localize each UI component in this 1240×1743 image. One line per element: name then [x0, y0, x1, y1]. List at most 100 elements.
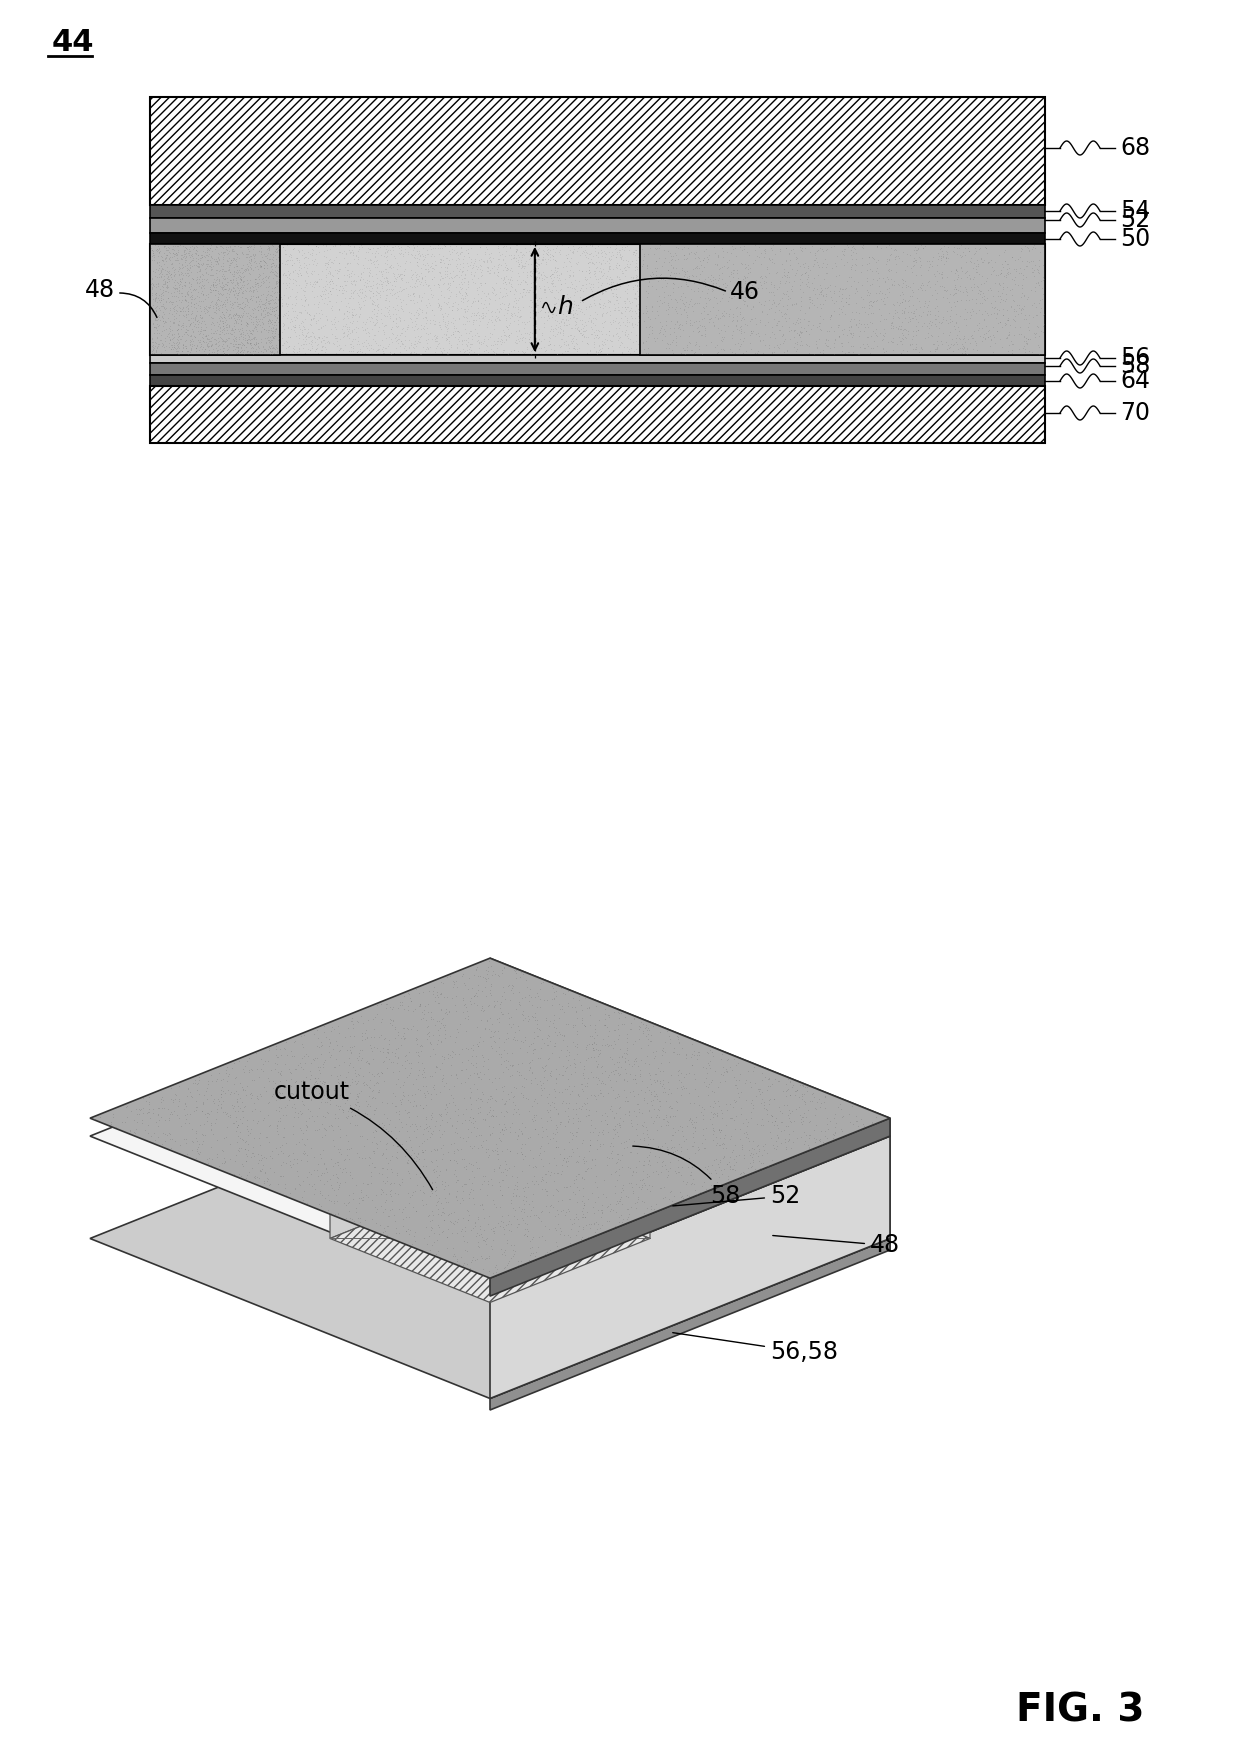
Point: [267, 261, 286, 289]
Point: [334, 261, 353, 289]
Point: [185, 275, 205, 303]
Point: [329, 307, 348, 335]
Point: [515, 1004, 534, 1032]
Point: [224, 305, 244, 333]
Point: [414, 1224, 434, 1251]
Point: [346, 272, 366, 300]
Point: [735, 288, 755, 315]
Point: [242, 1055, 262, 1082]
Point: [315, 284, 335, 312]
Point: [533, 279, 553, 307]
Point: [184, 234, 203, 261]
Point: [642, 319, 662, 347]
Point: [707, 1129, 727, 1157]
Point: [417, 241, 436, 268]
Point: [704, 312, 724, 340]
Point: [384, 338, 404, 366]
Point: [854, 293, 874, 321]
Point: [609, 296, 629, 324]
Point: [785, 261, 805, 289]
Point: [525, 1170, 544, 1197]
Point: [148, 235, 167, 263]
Point: [185, 1067, 205, 1095]
Point: [386, 1039, 405, 1067]
Point: [347, 1112, 367, 1140]
Point: [650, 261, 670, 289]
Point: [583, 1034, 603, 1061]
Point: [219, 253, 239, 281]
Point: [231, 268, 250, 296]
Point: [584, 1081, 604, 1109]
Point: [396, 1025, 415, 1053]
Point: [536, 248, 556, 275]
Point: [826, 288, 846, 315]
Point: [981, 326, 1001, 354]
Point: [538, 1129, 558, 1157]
Point: [167, 340, 187, 368]
Point: [479, 253, 498, 281]
Point: [712, 265, 732, 293]
Point: [394, 326, 414, 354]
Point: [952, 242, 972, 270]
Point: [157, 237, 177, 265]
Point: [636, 1013, 656, 1041]
Point: [378, 1035, 398, 1063]
Point: [461, 326, 481, 354]
Point: [539, 1091, 559, 1119]
Point: [250, 253, 270, 281]
Point: [265, 241, 285, 268]
Point: [709, 1116, 729, 1143]
Point: [150, 319, 170, 347]
Point: [754, 1095, 774, 1122]
Point: [580, 239, 600, 267]
Point: [358, 319, 378, 347]
Point: [329, 277, 348, 305]
Point: [517, 1124, 537, 1152]
Point: [417, 1020, 436, 1048]
Point: [888, 315, 908, 343]
Point: [642, 314, 662, 342]
Point: [347, 338, 367, 366]
Point: [558, 978, 578, 1006]
Point: [303, 239, 322, 267]
Point: [213, 336, 233, 364]
Point: [248, 1107, 268, 1135]
Point: [502, 1109, 522, 1136]
Point: [262, 314, 281, 342]
Point: [676, 288, 696, 315]
Point: [903, 322, 923, 350]
Point: [558, 1102, 578, 1129]
Point: [583, 1063, 603, 1091]
Point: [501, 1013, 521, 1041]
Point: [219, 302, 239, 329]
Point: [773, 1109, 792, 1136]
Point: [386, 322, 405, 350]
Point: [523, 277, 543, 305]
Point: [446, 1135, 466, 1163]
Point: [763, 338, 782, 366]
Point: [365, 1084, 384, 1112]
Point: [484, 328, 503, 356]
Point: [675, 295, 694, 322]
Point: [306, 268, 326, 296]
Point: [384, 267, 404, 295]
Point: [399, 1126, 419, 1154]
Point: [446, 314, 466, 342]
Point: [698, 1081, 718, 1109]
Point: [567, 1147, 587, 1175]
Point: [859, 295, 879, 322]
Point: [420, 291, 440, 319]
Point: [179, 338, 198, 366]
Point: [603, 1124, 622, 1152]
Point: [1008, 335, 1028, 363]
Point: [666, 1159, 686, 1187]
Point: [311, 1084, 331, 1112]
Point: [725, 293, 745, 321]
Point: [663, 274, 683, 302]
Point: [601, 1091, 621, 1119]
Point: [701, 1098, 720, 1126]
Point: [373, 1039, 393, 1067]
Point: [195, 239, 215, 267]
Point: [498, 973, 518, 1000]
Point: [1028, 270, 1048, 298]
